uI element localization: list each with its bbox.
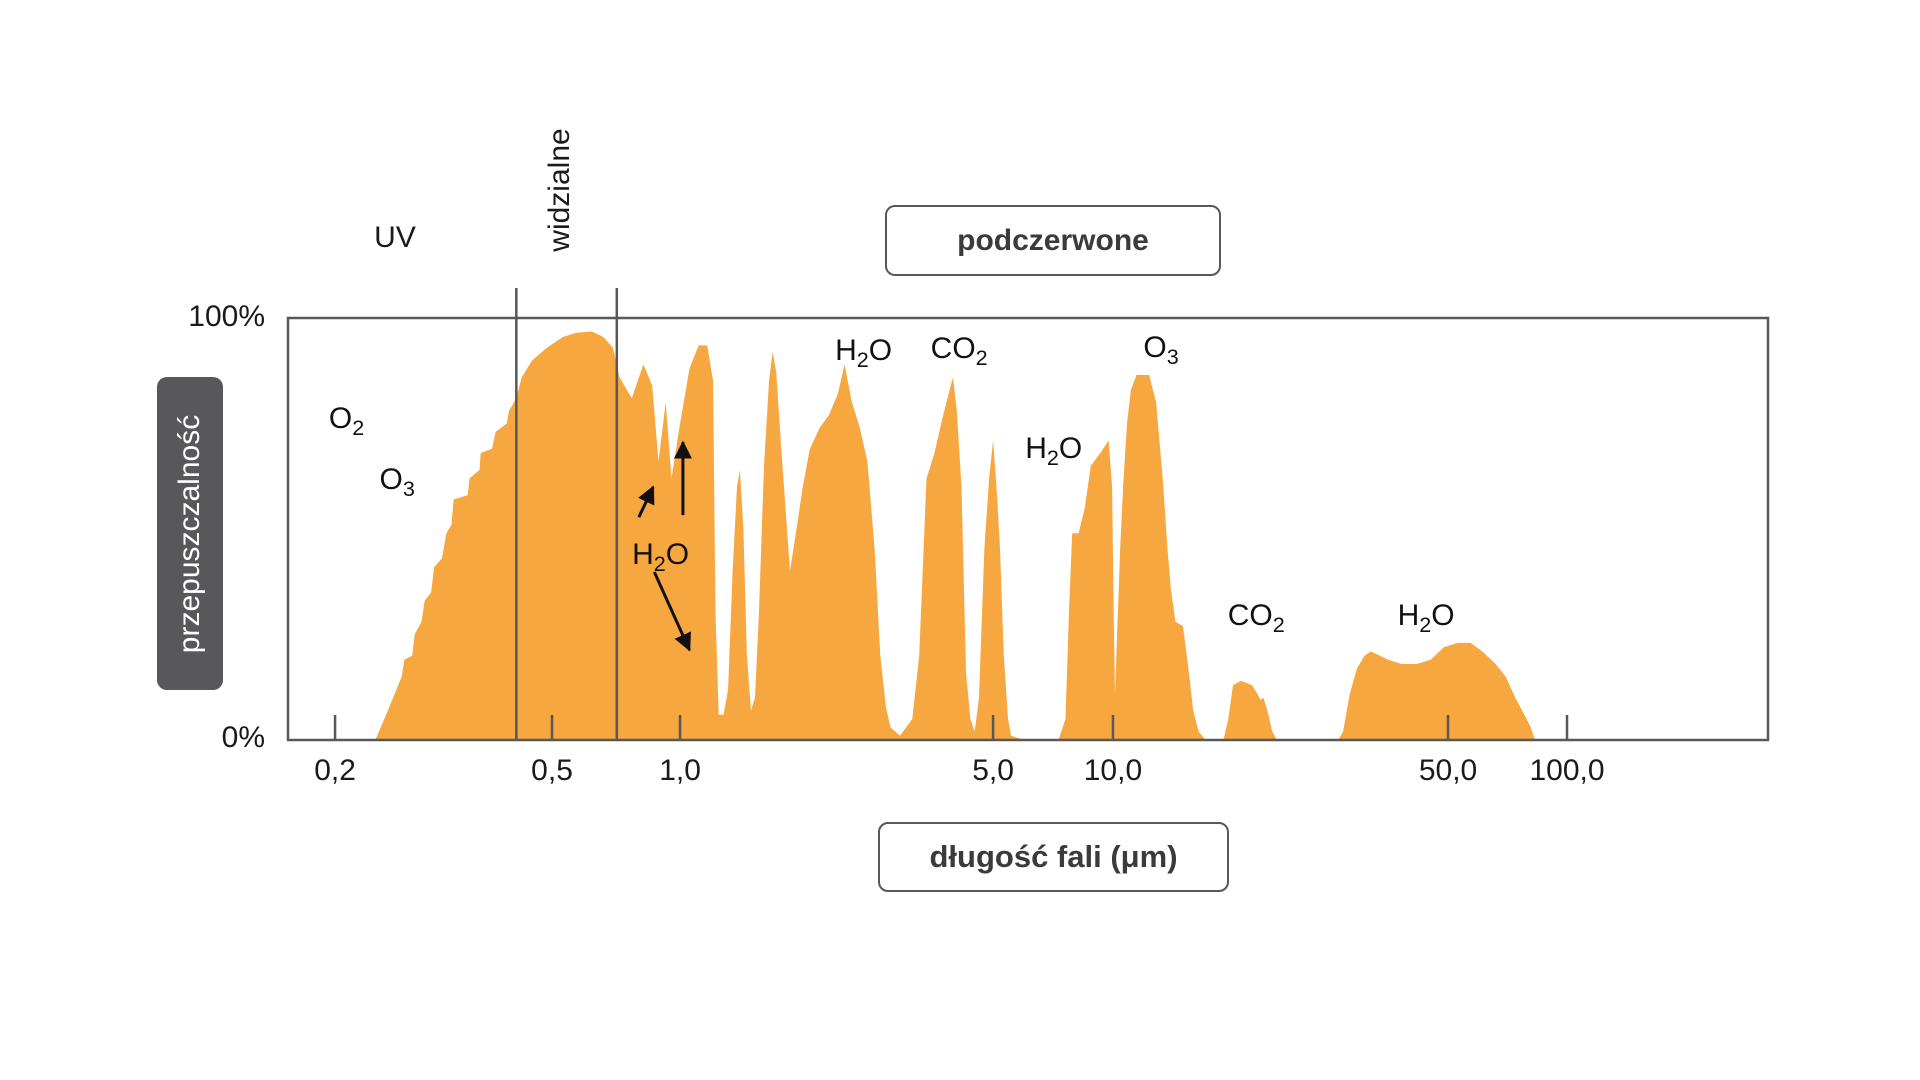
x-tick-label-0-5: 0,5: [531, 754, 573, 787]
molecule-label-co2-right: CO2: [1227, 598, 1285, 637]
molecule-label-o2: O2: [328, 402, 365, 441]
x-axis-ticks: [333, 715, 1569, 740]
annotation-arrows: [637, 440, 692, 652]
y-axis-min-label: 0%: [221, 721, 265, 754]
x-tick-label-0-2: 0,2: [314, 754, 356, 787]
y-axis-title-box: przepuszczalność: [157, 377, 223, 690]
x-axis-title-box: długość fali (μm): [878, 822, 1229, 892]
x-tick-label-10-0: 10,0: [1083, 754, 1143, 787]
molecule-label-h2o-top: H2O: [835, 333, 893, 372]
x-tick-label-5-0: 5,0: [972, 754, 1014, 787]
x-tick-label-1-0: 1,0: [659, 754, 701, 787]
infrared-region-box: podczerwone: [885, 205, 1221, 276]
plot-frame: [286, 316, 1770, 742]
y-axis-title: przepuszczalność: [173, 414, 207, 653]
visible-region-label: widzialne: [543, 128, 576, 252]
uv-region-label: UV: [374, 221, 416, 254]
transmittance-area: [375, 331, 1535, 740]
molecule-label-h2o-mid: H2O: [1025, 431, 1083, 470]
x-axis-title: długość fali (μm): [929, 839, 1178, 874]
molecule-label-o3: O3: [379, 463, 415, 502]
molecule-label-co2-top: CO2: [930, 331, 988, 370]
molecule-label-h2o-left: H2O: [632, 538, 690, 577]
y-axis-max-label: 100%: [188, 300, 265, 333]
infrared-region-label: podczerwone: [957, 223, 1149, 257]
x-tick-label-100-0: 100,0: [1529, 754, 1605, 787]
visible-range-lines: [515, 288, 619, 740]
x-tick-label-50-0: 50,0: [1418, 754, 1478, 787]
molecule-label-h2o-right: H2O: [1397, 598, 1455, 637]
molecule-label-o3-top: O3: [1143, 330, 1179, 369]
